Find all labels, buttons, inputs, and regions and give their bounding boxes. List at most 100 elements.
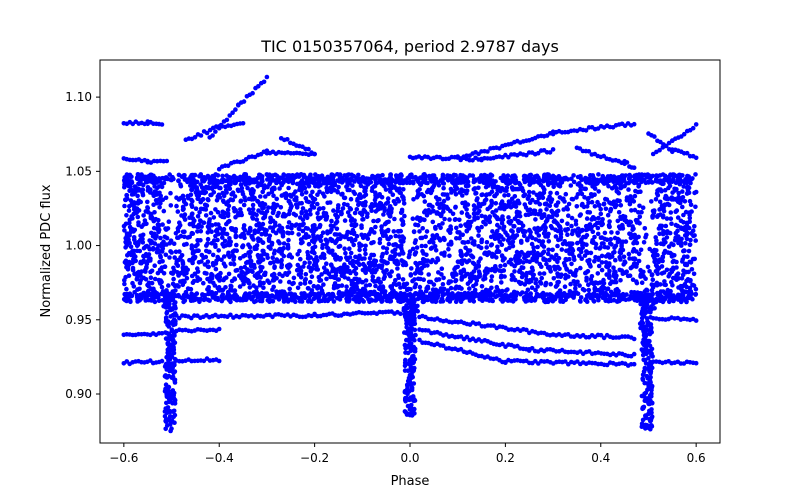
data-point — [305, 299, 311, 304]
data-point — [348, 236, 354, 241]
data-point — [649, 199, 654, 204]
data-point — [589, 199, 595, 205]
data-point — [321, 206, 326, 211]
data-point — [196, 196, 201, 202]
data-point — [228, 261, 234, 267]
data-point — [584, 270, 589, 275]
data-point — [597, 246, 602, 251]
data-point — [423, 234, 429, 240]
data-point — [411, 229, 417, 234]
data-point — [514, 186, 520, 192]
data-point — [275, 213, 280, 219]
data-point — [205, 259, 211, 265]
data-point — [206, 285, 211, 290]
data-point — [156, 298, 162, 304]
data-point — [480, 295, 486, 301]
data-point — [388, 273, 393, 279]
data-point — [578, 188, 583, 193]
data-point — [206, 197, 211, 203]
data-point — [201, 280, 206, 286]
data-point — [310, 200, 316, 205]
data-point — [591, 176, 597, 182]
data-point — [339, 283, 345, 288]
data-point — [131, 257, 136, 262]
data-point — [130, 248, 135, 254]
data-point — [400, 194, 405, 199]
data-point — [412, 251, 418, 257]
data-point — [650, 213, 656, 218]
data-point — [167, 255, 172, 260]
data-point — [693, 292, 698, 297]
data-point — [431, 297, 436, 302]
data-point — [502, 262, 508, 268]
data-point — [489, 203, 494, 208]
data-point — [189, 246, 195, 251]
data-point — [351, 242, 357, 248]
data-point — [417, 260, 422, 266]
data-point — [675, 215, 681, 220]
data-point — [531, 245, 536, 250]
data-point — [645, 172, 651, 177]
data-point — [584, 278, 589, 283]
data-point — [681, 248, 687, 253]
data-point — [176, 284, 181, 289]
data-point — [577, 213, 583, 218]
data-point — [352, 191, 358, 196]
data-point — [254, 243, 260, 248]
data-point — [563, 272, 568, 278]
data-point — [259, 210, 264, 215]
data-point — [400, 292, 405, 297]
data-point — [494, 185, 500, 190]
data-point — [607, 268, 612, 274]
data-point — [357, 255, 362, 261]
data-point — [687, 198, 693, 204]
data-point — [606, 222, 612, 228]
data-point — [507, 221, 513, 226]
data-point — [692, 233, 697, 238]
data-point — [601, 293, 607, 298]
data-point — [292, 197, 297, 203]
data-point — [685, 184, 691, 190]
data-point — [575, 232, 581, 238]
data-point — [467, 173, 473, 178]
data-point — [680, 204, 685, 210]
data-point — [512, 194, 518, 199]
data-points — [121, 74, 699, 434]
data-point — [219, 231, 225, 236]
data-point — [617, 267, 622, 273]
data-point — [674, 208, 680, 213]
data-point — [311, 234, 316, 240]
data-point — [382, 184, 387, 189]
data-point — [586, 291, 592, 297]
data-point — [686, 248, 692, 254]
data-point — [456, 178, 461, 183]
data-point — [414, 245, 420, 250]
data-point — [500, 186, 505, 192]
data-point — [486, 250, 492, 255]
data-point — [371, 184, 377, 189]
data-point — [584, 242, 589, 247]
data-point — [335, 295, 340, 301]
data-point — [494, 255, 499, 260]
data-point — [303, 190, 309, 195]
data-point — [345, 210, 351, 215]
data-point — [270, 228, 276, 234]
data-point — [632, 292, 637, 298]
data-point — [647, 269, 652, 274]
data-point — [479, 213, 485, 219]
data-point — [372, 197, 378, 203]
data-point — [352, 222, 358, 227]
data-point — [197, 210, 202, 215]
data-point — [665, 250, 671, 255]
data-point — [483, 184, 489, 190]
data-point — [632, 256, 637, 261]
data-point — [650, 173, 655, 179]
data-point — [433, 248, 439, 253]
data-point — [158, 235, 163, 241]
data-point — [347, 255, 353, 260]
data-point — [530, 197, 535, 203]
data-point — [410, 216, 416, 221]
data-point — [522, 255, 527, 261]
data-point — [687, 219, 692, 224]
data-point — [428, 210, 433, 215]
